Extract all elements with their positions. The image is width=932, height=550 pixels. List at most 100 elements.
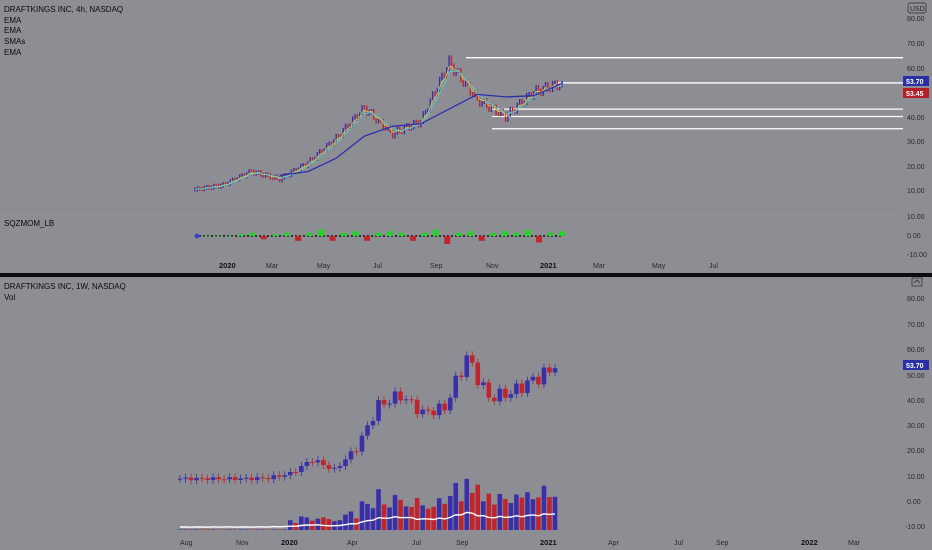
candle-body <box>497 388 503 402</box>
volume-bar <box>469 492 475 530</box>
top-y-tick: 10.00 <box>907 188 925 195</box>
candle-body <box>447 397 453 411</box>
price-tag-sma: 53.45 <box>903 88 929 98</box>
top-x-tick: 2020 <box>219 261 236 270</box>
candle-body <box>265 478 271 480</box>
candle-body <box>392 391 398 404</box>
top-y-tick: 70.00 <box>907 41 925 48</box>
candle-body <box>365 425 370 436</box>
weekly-candles[interactable] <box>177 351 558 485</box>
volume-indicator-label: Vol <box>4 293 15 302</box>
bottom-y-tick: 0.00 <box>907 499 921 506</box>
volume-bar <box>475 484 481 530</box>
candle-body <box>420 409 425 415</box>
volume-bar <box>183 529 188 530</box>
top-x-tick: Jul <box>373 263 382 270</box>
momentum-bar <box>214 236 221 237</box>
volume-bar <box>287 520 293 530</box>
momentum-bar <box>513 232 520 236</box>
volume-bar <box>249 529 254 530</box>
indicator-label-ema-2: EMA <box>4 26 22 35</box>
bottom-x-tick: Apr <box>608 540 620 547</box>
volume-bar <box>216 529 221 530</box>
candle-body <box>453 375 459 398</box>
candle-body <box>221 479 227 481</box>
momentum-bar <box>295 236 302 241</box>
candle-body <box>227 477 232 480</box>
volume-bar <box>497 494 503 530</box>
candle-body <box>514 383 519 395</box>
top-pane[interactable]: DRAFTKINGS INC, 4h, NASDAQ EMA EMA SMAs … <box>0 2 929 270</box>
candle-body <box>398 391 403 401</box>
candle-body <box>436 403 442 416</box>
momentum-y-tick: 0.00 <box>907 233 921 240</box>
pane-collapse-icon[interactable] <box>911 277 923 287</box>
volume-bar <box>227 529 232 530</box>
volume-bar <box>392 494 398 530</box>
candle-body <box>332 467 337 469</box>
volume-bar <box>486 493 492 530</box>
top-y-tick: 60.00 <box>907 66 925 73</box>
candle-body <box>403 399 409 401</box>
candle-body <box>210 477 216 481</box>
pane-separator[interactable] <box>0 273 932 277</box>
bottom-y-tick: 10.00 <box>907 474 925 481</box>
candle-body <box>464 355 470 377</box>
candle-body <box>541 367 547 385</box>
momentum-bar <box>260 236 267 240</box>
volume-bar <box>376 489 381 530</box>
volume-bar <box>194 529 199 530</box>
volume-bar <box>265 529 271 530</box>
momentum-bar <box>306 232 313 236</box>
momentum-bar <box>559 231 565 236</box>
momentum-bar <box>283 232 290 236</box>
bottom-x-tick: Jul <box>412 540 421 547</box>
candle-body <box>409 399 414 401</box>
momentum-bar <box>386 231 393 236</box>
bottom-x-axis: Aug Nov 2020 Apr Jul Sep 2021 Apr Jul Se… <box>180 538 861 547</box>
momentum-bar <box>524 229 531 236</box>
momentum-bar <box>364 236 371 241</box>
candle-body <box>199 477 205 479</box>
bottom-x-tick: Aug <box>180 540 193 547</box>
candle-body <box>249 477 254 481</box>
volume-bar <box>519 497 525 530</box>
price-tag-last: 53.70 <box>903 76 929 86</box>
candle-body <box>287 471 293 476</box>
volume-bar <box>348 511 354 530</box>
horizontal-levels[interactable] <box>466 57 903 130</box>
bottom-pane[interactable]: DRAFTKINGS INC, 1W, NASDAQ Vol 80.00 70.… <box>4 282 929 547</box>
volume-ma-line <box>179 511 556 528</box>
momentum-bar <box>432 229 439 236</box>
top-y-tick: 40.00 <box>907 115 925 122</box>
top-x-tick: Jul <box>709 263 718 270</box>
bottom-y-tick: 30.00 <box>907 423 925 430</box>
price-series[interactable] <box>194 55 563 192</box>
currency-badge[interactable]: USD <box>910 6 925 13</box>
candle-body <box>205 478 210 481</box>
momentum-bar <box>329 236 336 241</box>
volume-bar <box>547 497 552 530</box>
momentum-bar <box>375 232 382 236</box>
candle-body <box>194 477 199 481</box>
bottom-y-tick: 70.00 <box>907 322 925 329</box>
indicator-label-ema-1: EMA <box>4 16 22 25</box>
momentum-bar <box>455 232 462 236</box>
top-y-tick: 20.00 <box>907 164 925 171</box>
candle-body <box>293 471 299 473</box>
candle-body <box>304 462 310 466</box>
bottom-price-tag-text: 53.70 <box>906 363 924 370</box>
volume-bars[interactable] <box>177 478 558 530</box>
momentum-histogram[interactable] <box>192 229 565 244</box>
ema-mid-line <box>194 70 563 190</box>
candle-body <box>486 382 492 398</box>
momentum-bar <box>490 232 497 236</box>
candle-body <box>370 420 376 426</box>
candle-body <box>188 477 194 481</box>
volume-bar <box>260 529 266 530</box>
top-pane-title: DRAFTKINGS INC, 4h, NASDAQ <box>4 5 123 14</box>
volume-bar <box>199 529 205 530</box>
bottom-x-tick: Sep <box>716 540 729 547</box>
momentum-bar <box>237 234 244 236</box>
